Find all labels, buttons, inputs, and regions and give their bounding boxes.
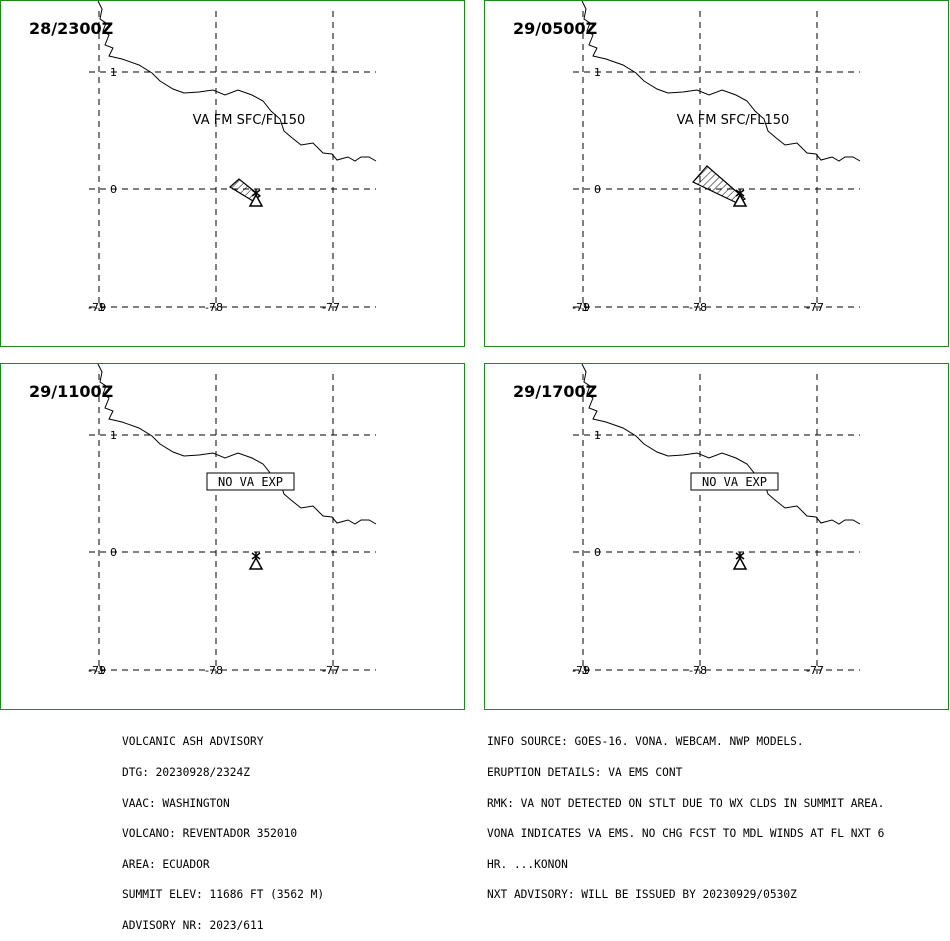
longitude-label: -79	[572, 301, 590, 314]
volcano-icon	[248, 552, 264, 570]
longitude-label: -78	[689, 301, 707, 314]
map-graphic: 1 0 -1-79 -78 -77 NO VA EXP	[88, 364, 377, 677]
volcano-icon	[248, 189, 264, 207]
latitude-label: 1	[594, 66, 601, 79]
advisory-line: VAAC: WASHINGTON	[122, 796, 230, 810]
forecast-panel-29-1700z: 1 0 -1 -79 -78 -77 NO VA EXP 29/1700Z	[484, 363, 949, 710]
forecast-panel-29-0500z: 1 0 -1 -79 -78 -77 VA FM SFC/FL150 29/0500Z	[484, 0, 949, 347]
latitude-label: 0	[594, 546, 601, 559]
no-ash-box	[206, 472, 295, 491]
advisory-line: SUMMIT ELEV: 11686 FT (3562 M)	[122, 888, 325, 902]
forecast-panel-28-2300z: 1 0 -1 -79 -78 -77 VA FM SFC/FL150 28/2300Z	[0, 0, 465, 347]
advisory-line: DTG: 20230928/2324Z	[122, 766, 250, 779]
panel-time: 29/1700Z	[513, 382, 598, 401]
advisory-line: ADVISORY NR: 2023/611	[122, 918, 264, 932]
latitude-label: 1	[594, 429, 601, 442]
latitude-label: 1	[110, 429, 117, 442]
latitude-label: -1	[94, 301, 105, 314]
ash-cloud-area	[692, 165, 747, 204]
longitude-label: -79	[88, 301, 106, 314]
longitude-label: -78	[689, 664, 707, 677]
longitude-label: -78	[205, 664, 223, 677]
coastline	[97, 364, 377, 525]
map-graphic: 1 0 -1-79 -78 -77 VA FM SFC/FL150	[572, 1, 861, 314]
longitude-label: -77	[322, 301, 340, 314]
longitude-label: -77	[322, 664, 340, 677]
longitude-label: -79	[88, 664, 106, 677]
ash-cloud-label: VA FM SFC/FL150	[677, 113, 790, 128]
advisory-line: VONA INDICATES VA EMS. NO CHG FCST TO MD…	[487, 827, 885, 841]
coastline	[581, 364, 861, 525]
advisory-line: NXT ADVISORY: WILL BE ISSUED BY 20230929…	[487, 888, 797, 902]
panel-time: 28/2300Z	[29, 19, 114, 38]
advisory-line: VOLCANO: REVENTADOR 352010	[122, 827, 298, 841]
longitude-label: -78	[205, 301, 223, 314]
latitude-label: -1	[94, 664, 105, 677]
volcano-icon	[732, 189, 748, 207]
coastline	[581, 1, 861, 162]
no-ash-box	[690, 472, 779, 491]
longitude-label: -77	[806, 301, 824, 314]
advisory-details-right: INFO SOURCE: GOES-16. VONA. WEBCAM. NWP …	[487, 717, 884, 911]
advisory-line: RMK: VA NOT DETECTED ON STLT DUE TO WX C…	[487, 796, 885, 810]
no-ash-label: NO VA EXP	[702, 475, 767, 489]
latitude-label: -1	[578, 301, 589, 314]
latitude-label: 0	[110, 183, 117, 196]
latitude-label: 0	[110, 546, 117, 559]
map-graphic: 1 0 -1-79 -78 -77 NO VA EXP	[572, 364, 861, 677]
volcano-icon	[732, 552, 748, 570]
advisory-summary-left: VOLCANIC ASH ADVISORY DTG: 20230928/2324…	[122, 717, 324, 941]
advisory-line: VOLCANIC ASH ADVISORY	[122, 735, 264, 749]
longitude-label: -77	[806, 664, 824, 677]
advisory-line: HR. ...KONON	[487, 857, 568, 871]
latitude-label: -1	[578, 664, 589, 677]
advisory-line: INFO SOURCE: GOES-16. VONA. WEBCAM. NWP …	[487, 735, 804, 749]
no-ash-label: NO VA EXP	[218, 475, 283, 489]
map-graphic: 1 0 -1-79 -78 -77 VA FM SFC/FL150	[88, 1, 377, 314]
longitude-label: -79	[572, 664, 590, 677]
latitude-label: 0	[594, 183, 601, 196]
panel-time: 29/0500Z	[513, 19, 598, 38]
ash-cloud-label: VA FM SFC/FL150	[193, 113, 306, 128]
latitude-label: 1	[110, 66, 117, 79]
forecast-panel-29-1100z: 1 0 -1 -79 -78 -77 NO VA EXP 29/1100Z	[0, 363, 465, 710]
advisory-line: ERUPTION DETAILS: VA EMS CONT	[487, 766, 683, 779]
coastline	[97, 1, 377, 162]
panel-time: 29/1100Z	[29, 382, 114, 401]
advisory-line: AREA: ECUADOR	[122, 857, 210, 871]
